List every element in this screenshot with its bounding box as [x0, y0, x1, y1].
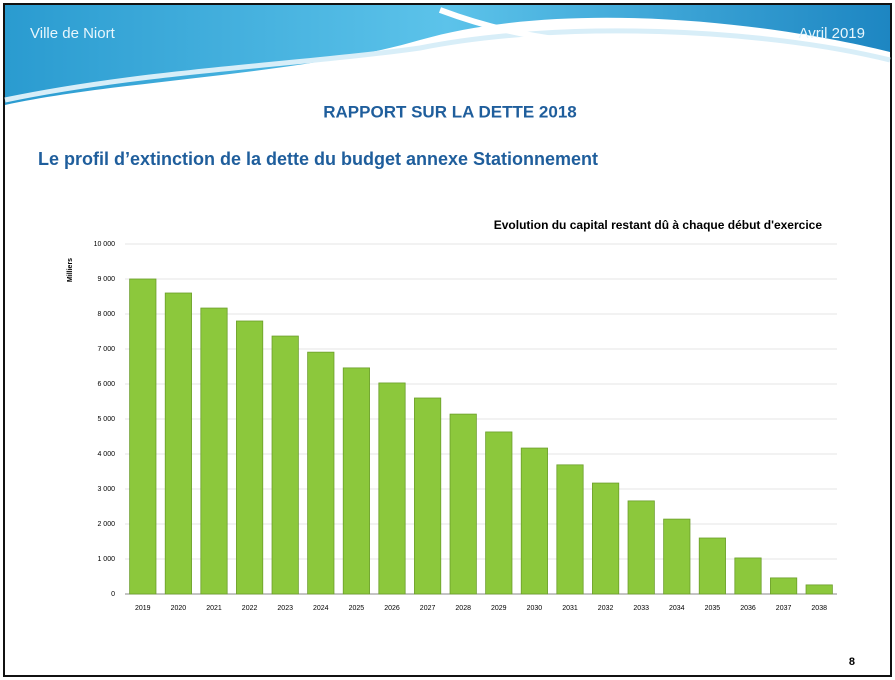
y-tick-label: 9 000 — [97, 276, 115, 283]
y-axis-label: Milliers — [67, 258, 74, 282]
header-wave — [4, 28, 891, 103]
x-tick-label: 2038 — [811, 605, 827, 612]
section-title: Le profil d’extinction de la dette du bu… — [38, 149, 598, 169]
x-tick-label: 2033 — [633, 605, 649, 612]
bar — [556, 464, 584, 595]
bar — [200, 307, 228, 595]
x-tick-label: 2023 — [277, 605, 293, 612]
bar — [627, 500, 655, 595]
bar — [734, 557, 762, 595]
bar — [698, 537, 726, 595]
chart-title: Evolution du capital restant dû à chaque… — [494, 218, 823, 232]
bar — [805, 584, 833, 595]
header-right: Avril 2019 — [799, 25, 865, 42]
x-tick-label: 2021 — [206, 605, 222, 612]
y-tick-label: 4 000 — [97, 451, 115, 458]
bar — [378, 382, 406, 595]
x-tick-label: 2025 — [349, 605, 365, 612]
x-tick-label: 2024 — [313, 605, 329, 612]
y-tick-label: 8 000 — [97, 311, 115, 318]
x-tick-label: 2019 — [135, 605, 151, 612]
bar — [592, 482, 620, 595]
bar — [449, 413, 477, 595]
x-tick-label: 2026 — [384, 605, 400, 612]
x-tick-label: 2034 — [669, 605, 685, 612]
bar — [520, 447, 548, 595]
bar — [663, 518, 691, 595]
header-band — [5, 5, 890, 105]
y-tick-label: 10 000 — [94, 241, 116, 248]
header-wave — [438, 7, 701, 47]
x-tick-label: 2032 — [598, 605, 614, 612]
bar — [236, 320, 264, 595]
y-tick-label: 2 000 — [97, 521, 115, 528]
y-tick-label: 1 000 — [97, 556, 115, 563]
bar — [271, 335, 299, 595]
y-tick-label: 6 000 — [97, 381, 115, 388]
bar — [414, 397, 442, 595]
bar — [164, 292, 192, 595]
bar — [342, 367, 370, 595]
bar — [129, 278, 157, 595]
x-tick-label: 2031 — [562, 605, 578, 612]
x-tick-label: 2037 — [776, 605, 792, 612]
x-tick-label: 2036 — [740, 605, 756, 612]
x-tick-label: 2020 — [171, 605, 187, 612]
x-tick-label: 2035 — [705, 605, 721, 612]
x-tick-label: 2027 — [420, 605, 436, 612]
page-number: 8 — [849, 656, 855, 668]
y-tick-label: 3 000 — [97, 486, 115, 493]
x-tick-label: 2029 — [491, 605, 507, 612]
y-tick-label: 7 000 — [97, 346, 115, 353]
bar — [307, 351, 335, 595]
bar — [770, 577, 798, 595]
x-tick-label: 2022 — [242, 605, 258, 612]
report-title: RAPPORT SUR LA DETTE 2018 — [323, 102, 576, 121]
header-left: Ville de Niort — [30, 25, 116, 42]
x-tick-label: 2028 — [455, 605, 471, 612]
y-tick-label: 0 — [111, 591, 115, 598]
y-tick-label: 5 000 — [97, 416, 115, 423]
bar — [485, 431, 513, 595]
x-tick-label: 2030 — [527, 605, 543, 612]
